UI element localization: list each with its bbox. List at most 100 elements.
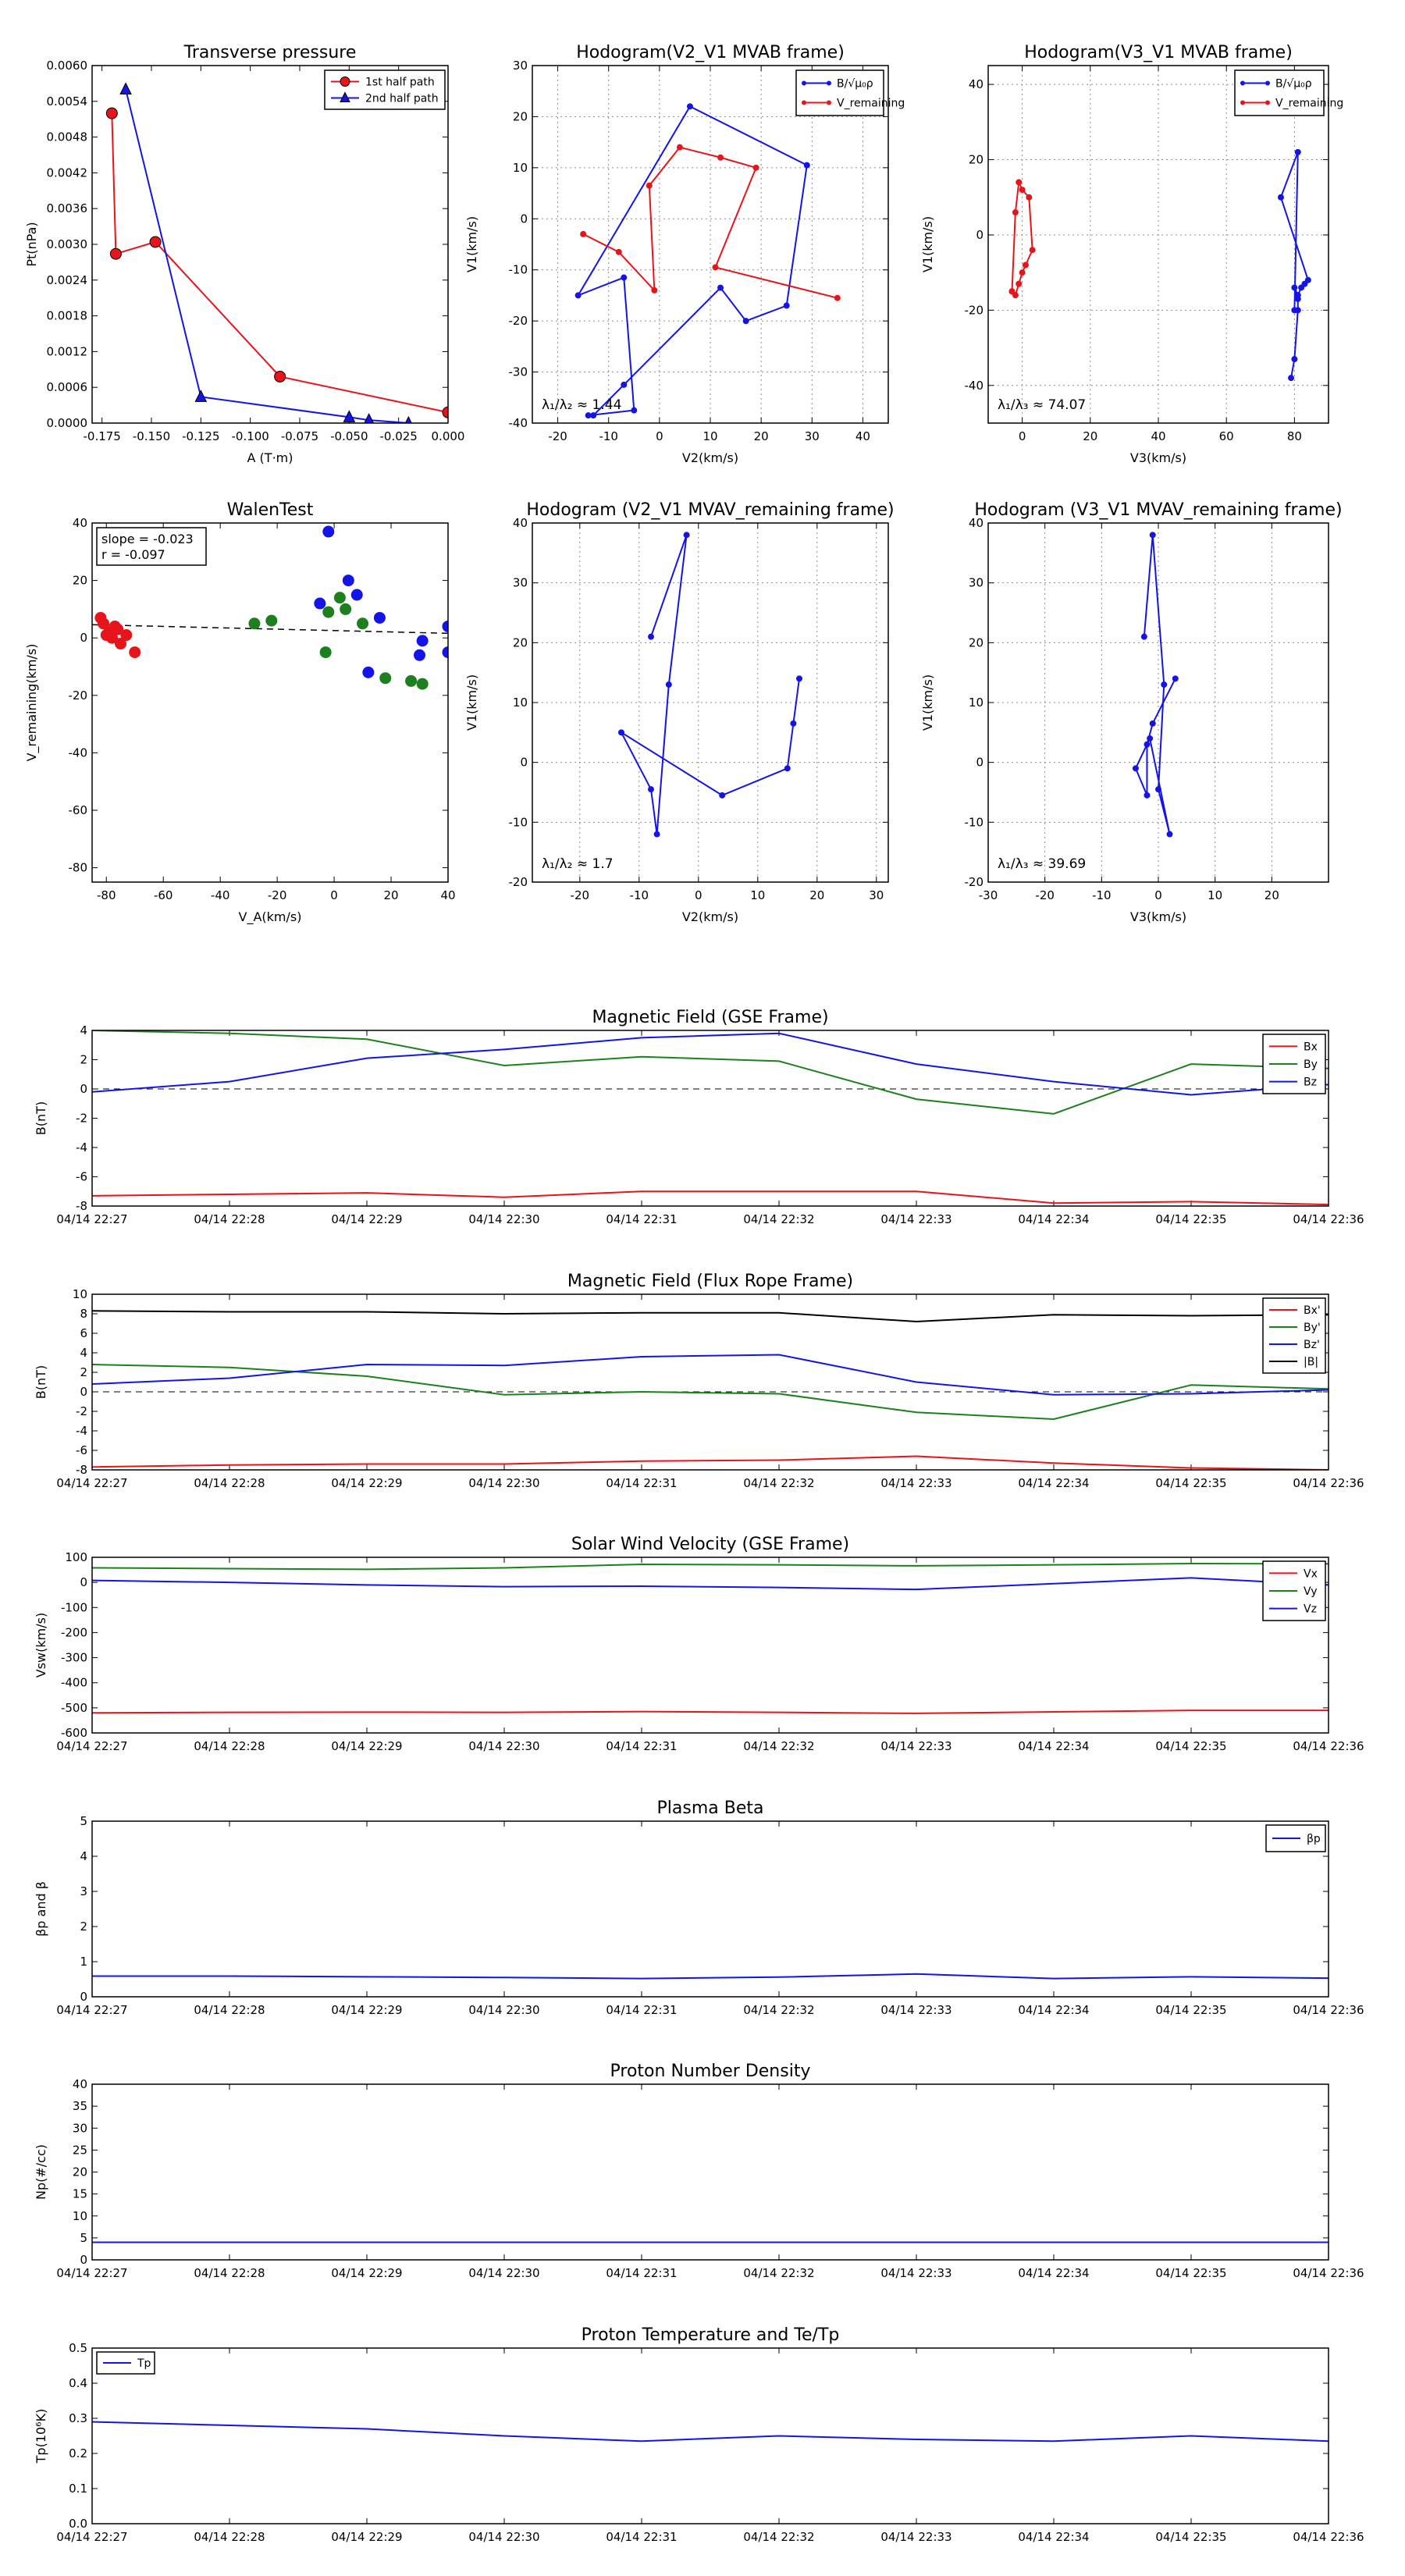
x-tick-label: 0 <box>1019 429 1026 443</box>
x-tick-label: 60 <box>1219 429 1234 443</box>
plot-area <box>1008 148 1311 382</box>
y-tick-label: 30 <box>73 2121 87 2135</box>
data-point <box>621 381 628 388</box>
ratio-annotation: λ₁/λ₃ ≈ 74.07 <box>998 397 1086 413</box>
x-tick-label: -60 <box>154 888 173 902</box>
x-tick-label: 04/14 22:34 <box>1018 1476 1089 1490</box>
y-axis-label: B(nT) <box>34 1365 48 1399</box>
data-point <box>1298 284 1305 291</box>
y-tick-label: 4 <box>80 1849 87 1863</box>
x-tick-label: -20 <box>571 888 590 902</box>
data-point <box>362 666 375 678</box>
series-line-Bx <box>92 1190 1329 1206</box>
series-line-βp <box>92 1973 1329 1980</box>
y-tick-label: 0 <box>80 1082 87 1096</box>
y-tick-label: 4 <box>80 1346 87 1360</box>
x-tick-label: -0.025 <box>379 429 417 443</box>
legend-label: Tp <box>137 2357 151 2370</box>
x-tick-label: 0 <box>330 888 338 902</box>
y-tick-label: -4 <box>76 1140 87 1155</box>
y-tick-label: -400 <box>61 1676 87 1690</box>
axes-frame <box>532 522 889 883</box>
x-tick-label: 04/14 22:29 <box>331 1476 402 1490</box>
x-tick-label: 04/14 22:29 <box>331 2530 402 2544</box>
x-tick-label: 04/14 22:34 <box>1018 1739 1089 1753</box>
data-point <box>1012 209 1019 216</box>
x-tick-label: 04/14 22:33 <box>880 1212 951 1226</box>
x-tick-label: 04/14 22:32 <box>743 1476 814 1490</box>
legend-label: Bx <box>1304 1041 1318 1053</box>
x-tick-label: -0.150 <box>133 429 170 443</box>
y-tick-label: 20 <box>73 2165 87 2179</box>
data-point <box>1166 831 1173 838</box>
y-tick-label: 0.0 <box>69 2517 87 2531</box>
data-point <box>105 107 118 119</box>
chart-title: Magnetic Field (Flux Rope Frame) <box>567 1272 853 1291</box>
y-tick-label: 40 <box>969 516 984 530</box>
axes-frame <box>91 2347 1329 2524</box>
data-point <box>265 614 278 627</box>
legend-label: B/√μ₀ρ <box>1275 78 1312 91</box>
data-point <box>373 611 386 624</box>
fit-line <box>92 624 448 635</box>
legend-label: 2nd half path <box>365 93 439 105</box>
data-point <box>631 407 638 414</box>
data-point <box>719 792 726 799</box>
y-axis-label: V1(km/s) <box>464 216 479 272</box>
x-tick-label: -20 <box>268 888 287 902</box>
axes-frame <box>91 2083 1329 2261</box>
ratio-annotation: λ₁/λ₂ ≈ 1.7 <box>542 856 614 872</box>
legend-marker <box>827 100 831 105</box>
series-line-Tp <box>92 2421 1329 2443</box>
y-tick-label: 0 <box>976 228 984 242</box>
series-line-Vx <box>92 1710 1329 1714</box>
data-point <box>783 302 790 309</box>
x-tick-label: 04/14 22:33 <box>880 1476 951 1490</box>
plot-area <box>92 2421 1329 2443</box>
x-tick-label: 04/14 22:30 <box>468 2003 539 2017</box>
y-tick-label: -20 <box>509 875 528 889</box>
x-tick-label: 04/14 22:34 <box>1018 2003 1089 2017</box>
x-tick-label: -30 <box>979 888 998 902</box>
y-tick-label: 0.0060 <box>47 59 88 73</box>
y-tick-label: 35 <box>73 2099 87 2113</box>
legend: Bx' By' Bz' |B| <box>1262 1297 1326 1374</box>
legend: Vx Vy Vz <box>1262 1560 1326 1621</box>
y-tick-label: -10 <box>965 815 984 829</box>
x-tick-label: 40 <box>855 429 870 443</box>
y-tick-label: -20 <box>509 314 528 328</box>
y-tick-label: 0 <box>520 212 528 226</box>
y-tick-label: 0 <box>80 1575 87 1589</box>
y-tick-label: -40 <box>69 745 88 760</box>
y-tick-label: 0 <box>520 756 528 770</box>
legend-label: By' <box>1304 1322 1321 1334</box>
series-line-|B| <box>92 1310 1329 1323</box>
x-axis-label: V2(km/s) <box>682 450 738 465</box>
chart-magnetic-field-gse: Magnetic Field (GSE Frame) 04/14 22:27 04/… <box>34 1008 1364 1226</box>
legend-label: V_remaining <box>1275 98 1343 110</box>
ratio-annotation: λ₁/λ₂ ≈ 1.44 <box>542 397 621 413</box>
x-tick-label: 04/14 22:29 <box>331 1739 402 1753</box>
y-tick-label: 0 <box>80 1385 87 1399</box>
x-tick-label: 04/14 22:32 <box>743 1739 814 1753</box>
plot-area <box>574 103 841 419</box>
y-tick-label: 15 <box>73 2187 87 2201</box>
chart-title: Transverse pressure <box>183 43 357 62</box>
chart-plasma-beta: Plasma Beta 04/14 22:27 04/14 22:28 04/14 2… <box>34 1799 1364 2017</box>
x-tick-label: 10 <box>702 429 717 443</box>
y-tick-label: 0.0012 <box>47 344 88 358</box>
axes-frame <box>91 1557 1329 1734</box>
y-tick-label: 0.5 <box>69 2341 87 2355</box>
legend-marker <box>1265 100 1270 105</box>
data-point <box>712 264 719 271</box>
plot-area <box>618 532 802 838</box>
data-point <box>648 786 654 793</box>
y-tick-label: -600 <box>61 1726 87 1740</box>
data-point <box>1147 735 1154 742</box>
series-line-By <box>92 1030 1329 1115</box>
data-point <box>342 575 354 587</box>
y-tick-label: 10 <box>513 161 528 175</box>
data-point <box>1026 194 1033 201</box>
data-point <box>1016 280 1023 287</box>
x-tick-label: 10 <box>750 888 765 902</box>
